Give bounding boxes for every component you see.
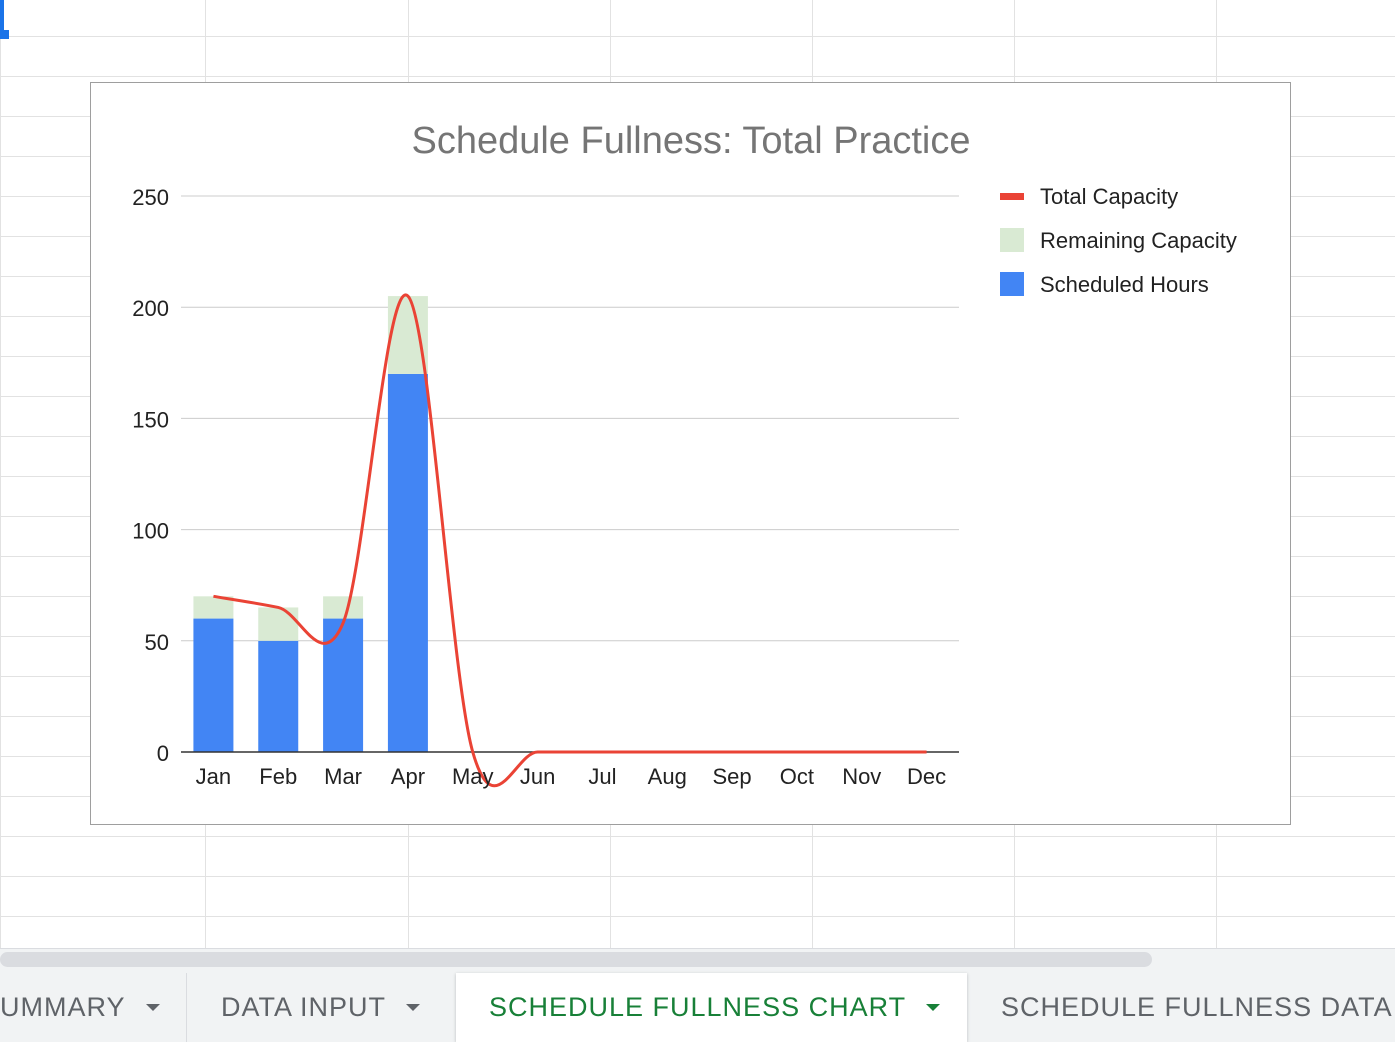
dropdown-arrow-icon[interactable]	[406, 1004, 421, 1011]
cell-fill-handle[interactable]	[0, 30, 9, 39]
x-tick-label: Aug	[648, 764, 687, 789]
legend-color-swatch	[1000, 228, 1024, 252]
total-capacity-line[interactable]	[213, 293, 927, 788]
sheet-tab-data-input[interactable]: DATA INPUT	[187, 973, 455, 1042]
bar-scheduled-hours[interactable]	[323, 618, 364, 752]
legend-color-swatch	[1000, 272, 1024, 296]
y-tick-label: 250	[132, 185, 169, 210]
y-tick-label: 200	[132, 296, 169, 321]
chart-title: Schedule Fullness: Total Practice	[411, 120, 970, 162]
horizontal-scrollbar-thumb[interactable]	[0, 952, 1152, 967]
cell-cursor	[0, 0, 4, 34]
legend-line-swatch	[1000, 193, 1024, 200]
x-tick-label: Jun	[520, 764, 555, 789]
bar-remaining-capacity[interactable]	[323, 596, 364, 619]
bar-scheduled-hours[interactable]	[193, 618, 234, 752]
dropdown-arrow-icon[interactable]	[926, 1004, 941, 1011]
embedded-chart[interactable]: Schedule Fullness: Total Practice 0 50 100…	[90, 82, 1291, 825]
bar-scheduled-hours[interactable]	[258, 640, 299, 752]
sheet-tab-summary[interactable]: UMMARY	[0, 973, 186, 1042]
x-tick-label: Nov	[842, 764, 881, 789]
y-tick-label: 50	[145, 630, 169, 655]
dropdown-arrow-icon[interactable]	[145, 1004, 160, 1011]
x-tick-label: Jan	[196, 764, 231, 789]
y-tick-label: 0	[157, 741, 169, 766]
sheet-tab-label: DATA INPUT	[221, 992, 387, 1022]
sheet-tab-label: SCHEDULE FULLNESS CHART	[489, 992, 907, 1022]
x-tick-label: Mar	[324, 764, 362, 789]
x-tick-label: Oct	[780, 764, 814, 789]
y-tick-label: 150	[132, 407, 169, 432]
legend-label: Total Capacity	[1040, 184, 1178, 209]
sheet-tab-label: UMMARY	[0, 992, 126, 1022]
chart-canvas: Schedule Fullness: Total Practice 0 50 100…	[132, 120, 1237, 789]
sheet-tab-schedule-fullness-chart[interactable]: SCHEDULE FULLNESS CHART	[456, 973, 967, 1042]
sheet-tab-bar: UMMARY DATA INPUT SCHEDULE FULLNESS CHAR…	[0, 948, 1395, 1042]
x-tick-label: May	[452, 764, 494, 789]
x-tick-label: Apr	[391, 764, 425, 789]
sheet-tab-schedule-fullness-data[interactable]: SCHEDULE FULLNESS DATA	[968, 973, 1395, 1042]
bar-remaining-capacity[interactable]	[193, 596, 234, 619]
x-tick-label: Jul	[588, 764, 616, 789]
x-tick-label: Feb	[259, 764, 297, 789]
bar-remaining-capacity[interactable]	[258, 607, 299, 641]
x-tick-label: Dec	[907, 764, 946, 789]
bar-scheduled-hours[interactable]	[387, 373, 428, 752]
legend-label: Scheduled Hours	[1040, 272, 1209, 297]
bar-remaining-capacity[interactable]	[387, 296, 428, 374]
x-tick-label: Sep	[713, 764, 752, 789]
y-tick-label: 100	[132, 519, 169, 544]
legend-label: Remaining Capacity	[1040, 228, 1237, 253]
sheet-tab-label: SCHEDULE FULLNESS DATA	[1001, 992, 1393, 1022]
tab-divider	[186, 973, 187, 1042]
